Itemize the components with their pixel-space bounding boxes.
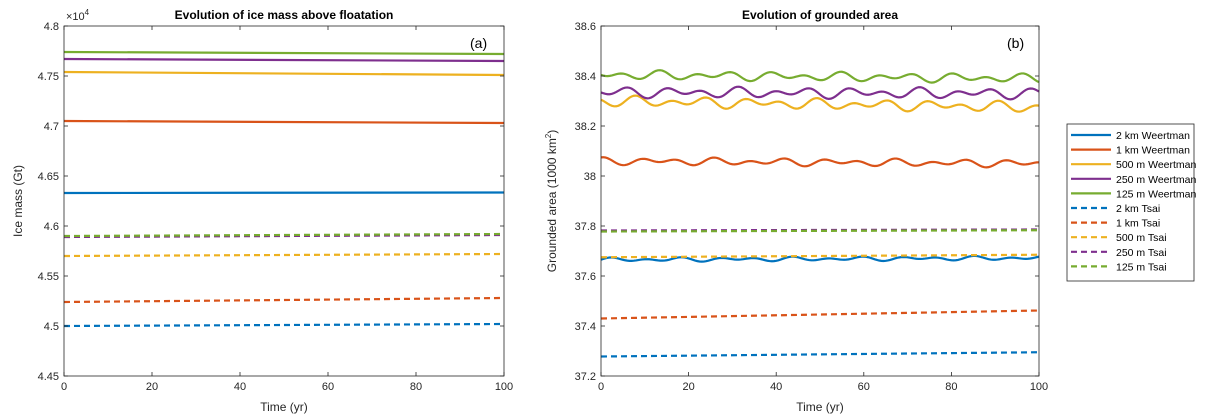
panel-a-series: [63, 50, 505, 328]
legend-entry-label: 125 m Tsai: [1116, 261, 1167, 273]
panel-a-xtick-label: 60: [322, 381, 334, 393]
panel-a-ytick-label: 4.75: [38, 71, 59, 83]
panel-a-series-2-km-tsai: [63, 322, 505, 328]
panel-a-ytick-label: 4.7: [44, 121, 59, 133]
panel-b-ytick-label: 37.2: [575, 371, 596, 383]
panel-a-series-1-km-tsai: [63, 296, 505, 304]
panel-a-xtick-label: 40: [234, 381, 246, 393]
panel-b-xtick-label: 0: [598, 381, 604, 393]
panel-b-ytick-label: 37.4: [575, 321, 596, 333]
panel-a-xlabel: Time (yr): [260, 400, 308, 414]
panel-a: 0 20 40 60 80 100 4.45 4.5 4.55 4.6 4.65 4.7 4.75 4.8…: [11, 8, 513, 414]
panel-a-ytick-label: 4.65: [38, 171, 59, 183]
panel-a-xtick-label: 20: [146, 381, 158, 393]
legend-entry-label: 1 km Tsai: [1116, 218, 1160, 230]
legend: 2 km Weertman 1 km Weertman 500 m Weertman…: [1066, 123, 1196, 282]
panel-b-xtick-label: 60: [858, 381, 870, 393]
panel-a-series-125-m-weertman: [63, 50, 505, 56]
legend-entry-label: 500 m Weertman: [1116, 159, 1196, 171]
panel-b-xtick-label: 20: [682, 381, 694, 393]
legend-entry-label: 125 m Weertman: [1116, 188, 1196, 200]
legend-entry-label: 2 km Weertman: [1116, 130, 1190, 142]
panel-b-series-1-km-weertman: [600, 156, 1040, 169]
panel-b-series-500-m-tsai: [600, 253, 1040, 259]
panel-a-ylabel: Ice mass (Gt): [11, 165, 25, 237]
panel-b-ytick-label: 37.6: [575, 271, 596, 283]
panel-b-xtick-label: 40: [770, 381, 782, 393]
panel-b-series-500-m-weertman: [600, 94, 1040, 113]
panel-a-series-125-m-tsai: [63, 232, 505, 238]
panel-a-axes-box: [63, 25, 505, 377]
panel-a-label: (a): [470, 35, 487, 51]
panel-b-label: (b): [1007, 35, 1024, 51]
panel-b-axes-box: [600, 25, 1040, 377]
panel-b-series: [600, 69, 1040, 358]
panel-b: 0 20 40 60 80 100 37.2 37.4 37.6 37.8 38 38.2 38.4 38…: [544, 8, 1048, 414]
panel-a-title: Evolution of ice mass above floatation: [175, 8, 394, 22]
legend-entry-label: 250 m Tsai: [1116, 247, 1167, 259]
panel-b-title: Evolution of grounded area: [742, 8, 898, 22]
legend-entry-label: 250 m Weertman: [1116, 174, 1196, 186]
panel-a-series-1-km-weertman: [63, 119, 505, 125]
panel-b-ytick-label: 38.6: [575, 21, 596, 33]
legend-entry-label: 500 m Tsai: [1116, 232, 1167, 244]
panel-b-xtick-label: 80: [945, 381, 957, 393]
panel-b-ytick-label: 38: [584, 171, 596, 183]
panel-b-ytick-label: 38.4: [575, 71, 596, 83]
panel-a-series-250-m-weertman: [63, 57, 505, 63]
panel-b-ytick-label: 37.8: [575, 221, 596, 233]
panel-a-ytick-label: 4.5: [44, 321, 59, 333]
panel-a-y-exponent: ×104: [66, 8, 90, 23]
panel-b-ylabel: Grounded area (1000 km2): [544, 130, 559, 273]
panel-b-ytick-label: 38.2: [575, 121, 596, 133]
panel-b-series-250-m-weertman: [600, 85, 1040, 101]
panel-a-xtick-label: 80: [410, 381, 422, 393]
panel-a-series-500-m-weertman: [63, 70, 505, 77]
panel-a-ytick-label: 4.55: [38, 271, 59, 283]
panel-b-series-125-m-weertman: [600, 69, 1040, 84]
panel-a-xtick-label: 100: [495, 381, 513, 393]
panel-b-series-1-km-tsai: [600, 309, 1040, 320]
panel-a-xtick-label: 0: [61, 381, 67, 393]
panel-b-xlabel: Time (yr): [796, 400, 844, 414]
panel-a-ytick-label: 4.6: [44, 221, 59, 233]
panel-b-series-2-km-weertman: [600, 254, 1040, 263]
legend-entry-label: 2 km Tsai: [1116, 203, 1160, 215]
panel-b-series-125-m-tsai: [600, 229, 1040, 233]
panel-a-series-500-m-tsai: [63, 252, 505, 258]
panel-a-series-2-km-weertman: [63, 191, 505, 195]
panel-a-ytick-label: 4.45: [38, 371, 59, 383]
panel-b-series-2-km-tsai: [600, 351, 1040, 358]
panel-b-xtick-label: 100: [1030, 381, 1048, 393]
panel-a-ytick-label: 4.8: [44, 21, 59, 33]
legend-entry-label: 1 km Weertman: [1116, 145, 1190, 157]
